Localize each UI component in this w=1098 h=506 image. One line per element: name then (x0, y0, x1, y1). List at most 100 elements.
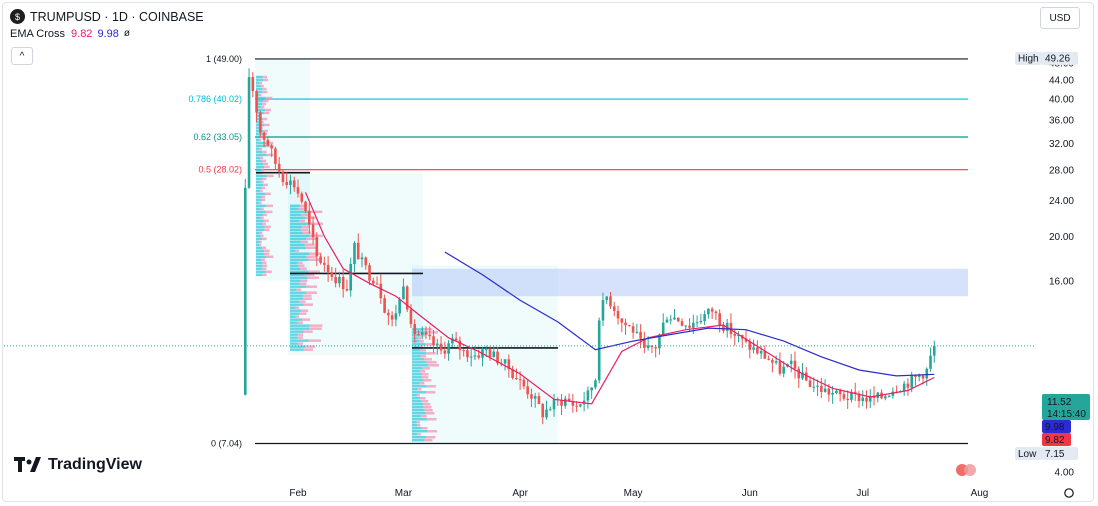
supply-zone-box[interactable] (412, 268, 968, 297)
candle-body[interactable] (296, 187, 300, 194)
candle-body[interactable] (492, 351, 496, 358)
candle-body[interactable] (383, 298, 386, 313)
last-price-tag[interactable] (1042, 394, 1090, 420)
candle-body[interactable] (835, 390, 838, 393)
candle-body[interactable] (341, 276, 345, 290)
candle-body[interactable] (816, 385, 819, 387)
candle-body[interactable] (612, 306, 616, 311)
candle-body[interactable] (797, 368, 801, 379)
candle-body[interactable] (473, 355, 477, 357)
candle-body[interactable] (545, 409, 548, 418)
high-label-tag[interactable] (1015, 51, 1042, 65)
candle-body[interactable] (402, 286, 405, 300)
candle-body[interactable] (277, 163, 281, 172)
candle-body[interactable] (443, 350, 447, 354)
candle-body[interactable] (692, 322, 695, 328)
candle-body[interactable] (929, 355, 932, 369)
candle-body[interactable] (304, 201, 307, 211)
candle-body[interactable] (782, 366, 785, 374)
candle-body[interactable] (353, 242, 356, 264)
candle-body[interactable] (255, 91, 258, 113)
trump-coin-icon[interactable]: $ (10, 9, 25, 24)
ema-slow-tag[interactable] (1042, 420, 1071, 433)
candle-body[interactable] (661, 322, 665, 335)
candle-body[interactable] (420, 332, 424, 335)
candle-body[interactable] (669, 319, 673, 321)
candle-body[interactable] (710, 308, 714, 312)
candle-body[interactable] (827, 388, 831, 395)
candle-body[interactable] (707, 308, 710, 315)
candle-body[interactable] (808, 380, 812, 387)
candle-body[interactable] (345, 289, 349, 291)
candle-body[interactable] (771, 359, 774, 363)
candle-body[interactable] (597, 320, 601, 381)
candle-body[interactable] (703, 314, 706, 321)
candle-body[interactable] (646, 345, 650, 348)
candle-body[interactable] (428, 334, 432, 337)
candle-body[interactable] (616, 310, 620, 319)
candle-body[interactable] (522, 379, 526, 387)
candle-body[interactable] (624, 322, 627, 326)
settings-gear-icon[interactable] (1064, 488, 1074, 498)
candle-body[interactable] (364, 257, 368, 266)
candle-body[interactable] (281, 171, 285, 183)
indicator-name[interactable]: EMA Cross (10, 27, 66, 40)
candle-body[interactable] (356, 242, 360, 260)
candle-body[interactable] (243, 187, 247, 395)
candle-body[interactable] (530, 394, 533, 399)
candle-body[interactable] (390, 315, 394, 320)
candle-body[interactable] (507, 359, 511, 370)
candle-body[interactable] (575, 405, 578, 407)
candle-body[interactable] (932, 345, 936, 356)
candle-body[interactable] (752, 347, 755, 350)
candle-body[interactable] (722, 325, 725, 331)
candle-body[interactable] (628, 325, 631, 327)
candle-body[interactable] (454, 338, 458, 341)
candle-body[interactable] (270, 145, 273, 149)
candle-body[interactable] (417, 334, 420, 336)
candle-body[interactable] (326, 264, 330, 273)
candle-body[interactable] (424, 332, 428, 335)
candle-body[interactable] (789, 360, 793, 364)
candle-body[interactable] (579, 404, 582, 407)
candle-body[interactable] (910, 375, 913, 388)
candle-body[interactable] (375, 283, 379, 285)
candle-body[interactable] (518, 379, 522, 381)
low-label-tag[interactable] (1015, 447, 1042, 460)
candle-body[interactable] (850, 391, 853, 400)
candle-body[interactable] (601, 300, 605, 321)
candle-body[interactable] (729, 322, 733, 335)
candle-body[interactable] (262, 132, 266, 140)
candle-body[interactable] (292, 180, 296, 188)
candle-body[interactable] (462, 350, 465, 352)
high-value-tag[interactable] (1042, 51, 1078, 65)
candle-body[interactable] (590, 387, 593, 391)
event-flag-icon[interactable] (964, 464, 976, 476)
candle-body[interactable] (902, 383, 906, 392)
candle-body[interactable] (620, 318, 624, 323)
candle-body[interactable] (756, 347, 759, 354)
candle-body[interactable] (857, 393, 861, 402)
candle-body[interactable] (334, 276, 337, 284)
candle-body[interactable] (439, 343, 443, 351)
ema-slow-line[interactable] (444, 251, 935, 377)
candle-body[interactable] (680, 321, 684, 326)
candle-body[interactable] (515, 377, 518, 380)
candle-body[interactable] (372, 280, 375, 284)
candle-body[interactable] (560, 400, 563, 406)
candle-body[interactable] (695, 322, 699, 324)
candle-body[interactable] (541, 403, 545, 418)
candle-body[interactable] (684, 325, 688, 327)
candle-body[interactable] (398, 299, 401, 314)
candle-body[interactable] (801, 372, 804, 379)
candle-body[interactable] (289, 180, 292, 186)
candle-body[interactable] (488, 349, 492, 358)
candle-body[interactable] (631, 326, 635, 333)
candle-body[interactable] (266, 139, 270, 146)
candle-body[interactable] (300, 193, 304, 202)
candle-body[interactable] (842, 394, 846, 399)
candle-body[interactable] (311, 224, 315, 238)
candle-body[interactable] (594, 380, 597, 388)
candle-body[interactable] (853, 391, 857, 394)
